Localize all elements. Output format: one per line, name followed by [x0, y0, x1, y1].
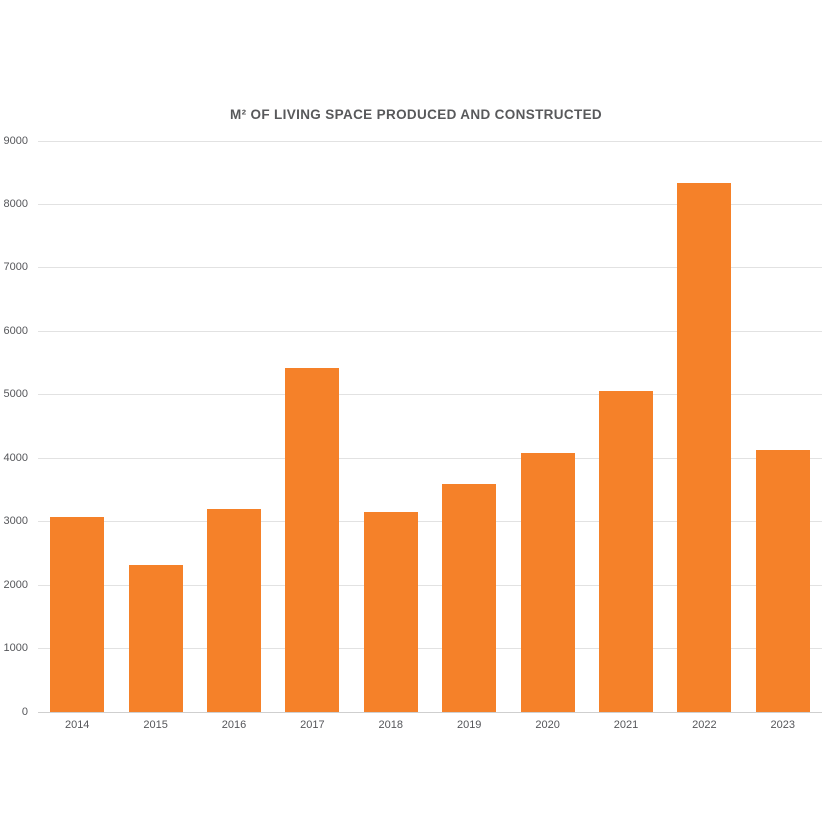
bar-2022 [677, 182, 732, 712]
x-axis-tick-label: 2016 [221, 719, 247, 731]
y-axis-tick-label: 8000 [3, 197, 28, 210]
bar-2014 [50, 517, 105, 712]
gridline [38, 267, 822, 269]
x-axis-tick-label: 2014 [64, 719, 90, 731]
bar-2015 [128, 564, 183, 712]
bar-2017 [285, 368, 340, 712]
x-axis-tick-label: 2017 [300, 719, 325, 731]
bar-2021 [599, 390, 653, 712]
bar-2016 [207, 508, 261, 712]
bar-2019 [442, 483, 497, 712]
gridline [38, 457, 822, 459]
bar-2023 [755, 449, 810, 712]
bar-2020 [520, 452, 575, 712]
y-axis-tick-label: 6000 [3, 324, 28, 337]
y-axis-tick-label: 0 [21, 705, 28, 718]
x-axis-baseline [38, 711, 822, 713]
y-axis-tick-label: 9000 [3, 134, 28, 147]
y-axis-tick-label: 7000 [3, 261, 28, 274]
x-axis-tick-label: 2015 [143, 719, 168, 731]
gridline [38, 584, 822, 586]
x-axis-tick-label: 2018 [378, 719, 404, 731]
y-axis-tick-label: 4000 [3, 451, 28, 464]
gridline [38, 648, 822, 650]
y-axis-tick-label: 2000 [3, 578, 28, 591]
gridline [38, 394, 822, 396]
gridline [38, 140, 822, 142]
gridline [38, 203, 822, 205]
x-axis-tick-label: 2022 [692, 719, 717, 731]
chart-title: M² OF LIVING SPACE PRODUCED AND CONSTRUC… [229, 107, 603, 122]
gridline [38, 521, 822, 523]
gridline [38, 330, 822, 332]
y-axis-tick-label: 5000 [3, 388, 28, 401]
x-axis-tick-label: 2020 [535, 719, 560, 731]
x-axis-tick-label: 2023 [770, 719, 796, 731]
x-axis-tick-label: 2021 [613, 719, 639, 731]
x-axis-tick-label: 2019 [456, 719, 482, 731]
y-axis-tick-label: 1000 [3, 642, 28, 655]
bar-2018 [363, 512, 418, 712]
y-axis-tick-label: 3000 [3, 515, 28, 528]
